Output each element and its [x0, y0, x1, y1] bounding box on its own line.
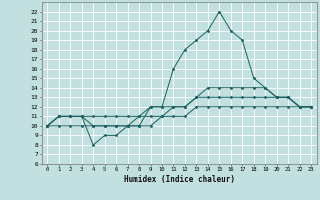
X-axis label: Humidex (Indice chaleur): Humidex (Indice chaleur): [124, 175, 235, 184]
